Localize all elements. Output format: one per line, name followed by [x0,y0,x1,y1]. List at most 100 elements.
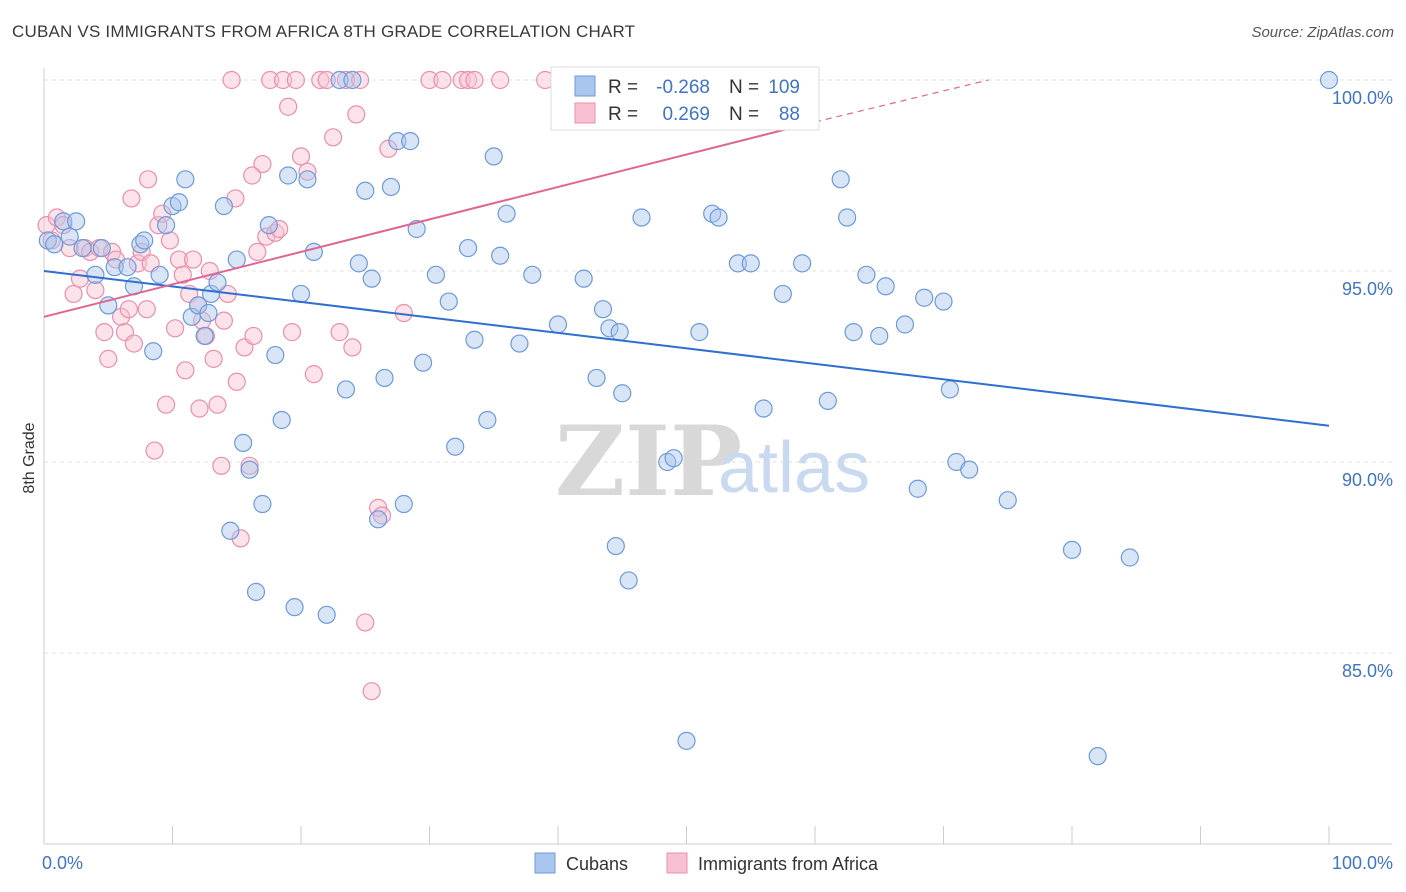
africa-point [458,70,478,90]
cubans-point [45,235,64,254]
cubans-point [593,300,613,319]
cubans-point [253,494,272,514]
africa-point [214,311,233,330]
stats-n-value-cubans: 109 [768,77,800,98]
stats-r-value-cubans: -0.268 [656,77,710,98]
africa-point [122,189,141,208]
cubans-point [279,166,298,185]
cubans-point [741,254,760,273]
cubans-point [144,342,163,361]
africa-point [64,284,83,304]
africa-point [160,231,180,250]
cubans-point [156,216,176,235]
cubans-point [478,410,497,430]
series-legend: Cubans Immigrants from Africa [534,852,879,874]
cubans-point [234,433,253,452]
cubans-point [169,193,189,212]
cubans-point [291,284,311,304]
cubans-point [426,265,446,284]
stats-swatch-cubans [574,75,596,97]
cubans-trend-line [43,270,1330,427]
cubans-point [619,571,638,590]
africa-point [248,242,267,261]
cubans-point [446,437,465,456]
cubans-point [793,254,812,273]
cubans-point [548,315,568,334]
africa-point [95,323,114,342]
africa-point [253,154,272,174]
africa-point [227,372,246,391]
cubans-point [857,265,876,284]
africa-point [137,300,156,319]
cubans-point [690,323,709,342]
africa-point [362,682,381,701]
cubans-point [773,284,792,304]
cubans-point [484,147,503,166]
cubans-point [259,216,278,235]
stats-legend-box [550,66,820,131]
cubans-point [135,231,154,250]
africa-point [70,269,90,288]
africa-point [304,365,323,384]
cubans-point [330,70,349,90]
cubans-point [895,315,915,334]
cubans-point [362,269,381,288]
africa-point [356,613,375,632]
africa-point [165,319,185,338]
cubans-point [356,181,375,200]
africa-point [190,399,209,418]
cubans-point [1319,70,1339,90]
stats-swatch-africa [574,102,596,124]
cubans-point [831,170,850,189]
cubans-point [677,731,696,750]
cubans-points [38,70,1339,766]
africa-point [311,70,330,90]
y-tick-labels: 85.0% 90.0% 95.0% 100.0% [1332,88,1393,681]
cubans-point [266,345,285,365]
cubans-point [940,380,960,399]
chart-title: CUBAN VS IMMIGRANTS FROM AFRICA 8TH GRAD… [12,22,636,41]
africa-point [169,250,189,269]
africa-point [156,395,176,414]
africa-point [317,70,336,90]
cubans-point [73,238,92,258]
cubans-point [208,273,227,292]
cubans-point [491,246,510,265]
cubans-point [388,132,407,151]
cubans-point [227,250,246,269]
stats-n-value-africa: 88 [779,104,800,125]
africa-point [173,265,192,284]
africa-point [351,70,370,90]
cubans-point [54,212,73,231]
cubans-point [908,479,927,498]
stats-r-label-africa: R = [608,104,638,125]
cubans-point [199,303,218,323]
cubans-point [246,582,266,601]
y-axis-label: 8th Grade [21,422,38,493]
cubans-point [610,323,629,342]
africa-point [273,70,293,90]
cubans-point [150,265,169,284]
cubans-point [298,170,317,189]
africa-point [208,395,227,414]
cubans-point [92,238,111,258]
cubans-point [189,296,208,315]
legend-label-cubans: Cubans [566,854,628,874]
cubans-point [606,536,625,556]
stats-r-value-africa: 0.269 [662,104,710,125]
africa-point [330,323,349,342]
africa-point [465,70,484,90]
stats-legend: R = -0.268 N = 109 R = 0.269 N = 88 [550,66,820,131]
africa-point [145,441,164,460]
cubans-point [600,319,619,338]
africa-point [420,70,439,90]
y-tick-label: 85.0% [1342,661,1393,681]
cubans-point [375,368,394,388]
stats-r-label-cubans: R = [608,77,638,98]
cubans-point [401,132,420,151]
africa-point [452,70,471,90]
africa-point [153,204,172,223]
cubans-point [118,258,137,277]
africa-point [286,70,305,90]
africa-point [243,166,262,185]
